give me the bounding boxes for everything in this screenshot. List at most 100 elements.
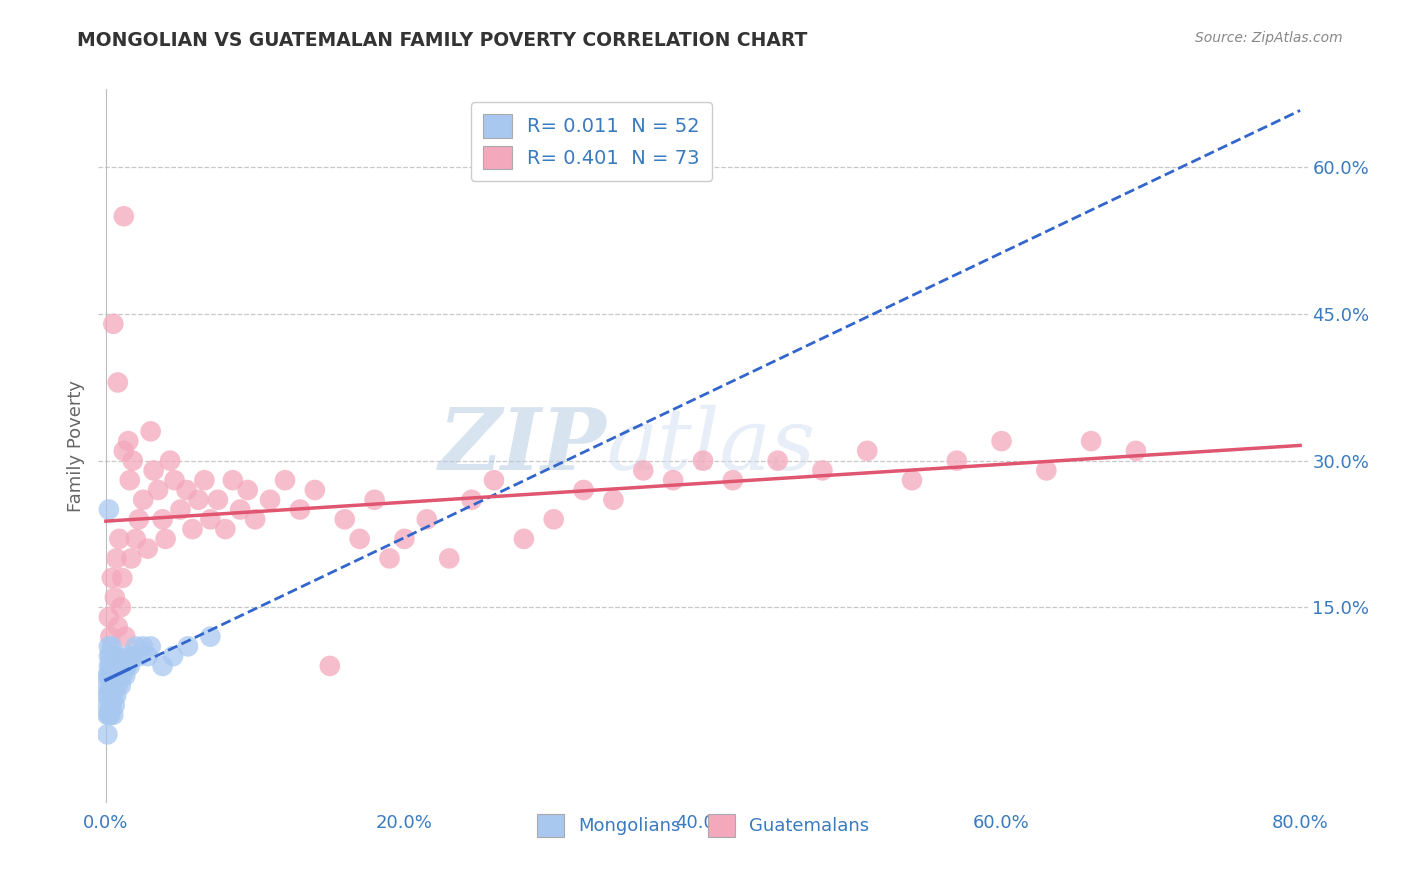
Point [169,502,191,516]
Point [110,600,132,615]
Point [1080,434,1102,449]
Text: atlas: atlas [606,405,815,487]
Point [193,473,215,487]
Point [177,640,200,654]
Point [128,512,150,526]
Point [259,492,281,507]
Point [222,473,245,487]
Point [662,473,685,487]
Point [378,551,401,566]
Point [104,591,127,605]
Point [98,649,121,664]
Point [460,492,482,507]
Point [721,473,744,487]
Point [105,551,128,566]
Point [394,532,416,546]
Point [319,659,342,673]
Point [97,640,120,654]
Point [108,669,131,683]
Point [103,707,125,722]
Point [572,483,595,497]
Point [98,678,121,692]
Point [633,463,655,477]
Point [200,512,222,526]
Point [132,640,155,654]
Point [139,640,162,654]
Point [104,698,127,712]
Point [103,317,125,331]
Point [132,492,155,507]
Point [96,688,118,702]
Point [187,492,209,507]
Point [513,532,536,546]
Point [96,698,118,712]
Point [107,678,129,692]
Point [98,669,121,683]
Point [1035,463,1057,477]
Point [96,727,118,741]
Point [236,483,259,497]
Point [97,502,120,516]
Point [101,640,124,654]
Point [159,453,181,467]
Point [107,620,129,634]
Point [200,630,222,644]
Point [136,541,159,556]
Point [97,707,120,722]
Point [349,532,371,546]
Point [139,425,162,439]
Point [162,649,184,664]
Point [104,669,127,683]
Legend: Mongolians, Guatemalans: Mongolians, Guatemalans [530,807,876,844]
Point [97,669,120,683]
Point [101,678,124,692]
Point [811,463,834,477]
Point [274,473,297,487]
Point [333,512,356,526]
Point [945,453,967,467]
Point [114,630,136,644]
Point [288,502,311,516]
Point [112,209,135,223]
Point [416,512,439,526]
Point [120,551,142,566]
Point [112,443,135,458]
Point [901,473,924,487]
Point [856,443,879,458]
Text: Source: ZipAtlas.com: Source: ZipAtlas.com [1195,31,1343,45]
Point [482,473,505,487]
Point [304,483,326,497]
Point [243,512,266,526]
Point [117,434,139,449]
Point [207,492,229,507]
Point [101,698,124,712]
Point [439,551,461,566]
Point [543,512,565,526]
Point [97,659,120,673]
Point [181,522,204,536]
Point [112,659,135,673]
Point [152,659,174,673]
Point [107,376,129,390]
Point [115,659,138,673]
Point [766,453,789,467]
Point [692,453,714,467]
Point [146,483,169,497]
Point [97,688,120,702]
Point [97,610,120,624]
Point [105,659,128,673]
Point [103,649,125,664]
Point [110,659,132,673]
Point [602,492,624,507]
Point [176,483,198,497]
Point [121,453,143,467]
Y-axis label: Family Poverty: Family Poverty [66,380,84,512]
Point [96,707,118,722]
Point [125,532,148,546]
Text: ZIP: ZIP [439,404,606,488]
Point [107,649,129,664]
Point [103,649,125,664]
Text: MONGOLIAN VS GUATEMALAN FAMILY POVERTY CORRELATION CHART: MONGOLIAN VS GUATEMALAN FAMILY POVERTY C… [77,31,807,50]
Point [103,669,125,683]
Point [136,649,159,664]
